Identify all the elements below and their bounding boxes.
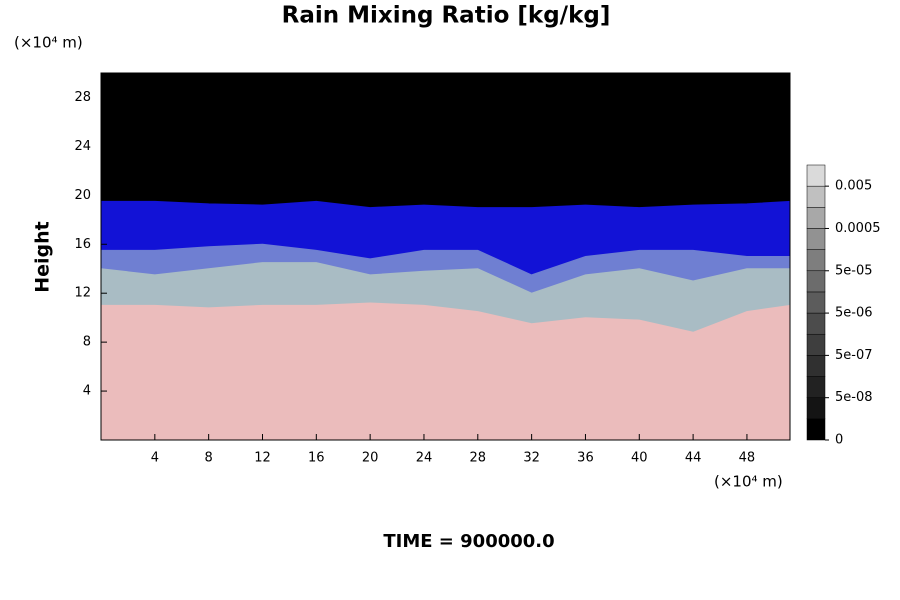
colorbar-label: 5e-07 <box>835 348 873 363</box>
colorbar-label: 0 <box>835 433 843 448</box>
colorbar-swatch <box>806 249 826 272</box>
colorbar-swatch <box>806 355 826 377</box>
x-tick-label: 20 <box>362 451 379 466</box>
time-label: TIME = 900000.0 <box>383 531 554 552</box>
x-tick-label: 28 <box>470 451 487 466</box>
x-tick-label: 44 <box>685 451 702 466</box>
colorbar-swatch <box>806 312 826 335</box>
y-tick-label: 8 <box>83 335 91 350</box>
y-axis-title: Height <box>32 221 54 293</box>
colorbar-label: 5e-05 <box>835 263 873 278</box>
y-tick-label: 28 <box>74 90 91 105</box>
x-tick-label: 12 <box>254 451 271 466</box>
colorbar-swatch <box>806 185 826 208</box>
colorbar-swatch <box>806 397 826 420</box>
colorbar-label: 5e-06 <box>835 306 873 321</box>
y-tick-label: 16 <box>74 237 91 252</box>
y-tick-label: 4 <box>83 384 91 399</box>
y-tick-label: 20 <box>74 188 91 203</box>
x-tick-label: 8 <box>205 451 213 466</box>
colorbar-swatch <box>806 418 826 441</box>
x-tick-label: 48 <box>739 451 756 466</box>
colorbar-swatch <box>806 291 826 314</box>
x-unit: (×10⁴ m) <box>714 473 783 491</box>
colorbar-swatch <box>806 207 826 229</box>
colorbar-label: 5e-08 <box>835 390 873 405</box>
x-tick-label: 40 <box>631 451 648 466</box>
x-tick-label: 36 <box>577 451 594 466</box>
x-tick-label: 32 <box>523 451 540 466</box>
y-unit: (×10⁴ m) <box>14 34 83 52</box>
x-tick-label: 24 <box>416 451 433 466</box>
y-tick-label: 12 <box>74 286 91 301</box>
colorbar-label: 0.005 <box>835 179 872 194</box>
y-tick-label: 24 <box>74 139 91 154</box>
x-tick-label: 16 <box>308 451 325 466</box>
colorbar-swatch <box>806 270 826 293</box>
colorbar-label: 0.0005 <box>835 221 881 236</box>
colorbar-swatch <box>806 164 826 187</box>
colorbar-swatch <box>806 333 826 356</box>
colorbar-swatch <box>806 228 826 250</box>
x-tick-label: 4 <box>151 451 159 466</box>
plot-frame <box>100 72 791 441</box>
colorbar-swatch <box>806 376 826 398</box>
chart-title: Rain Mixing Ratio [kg/kg] <box>282 3 611 29</box>
